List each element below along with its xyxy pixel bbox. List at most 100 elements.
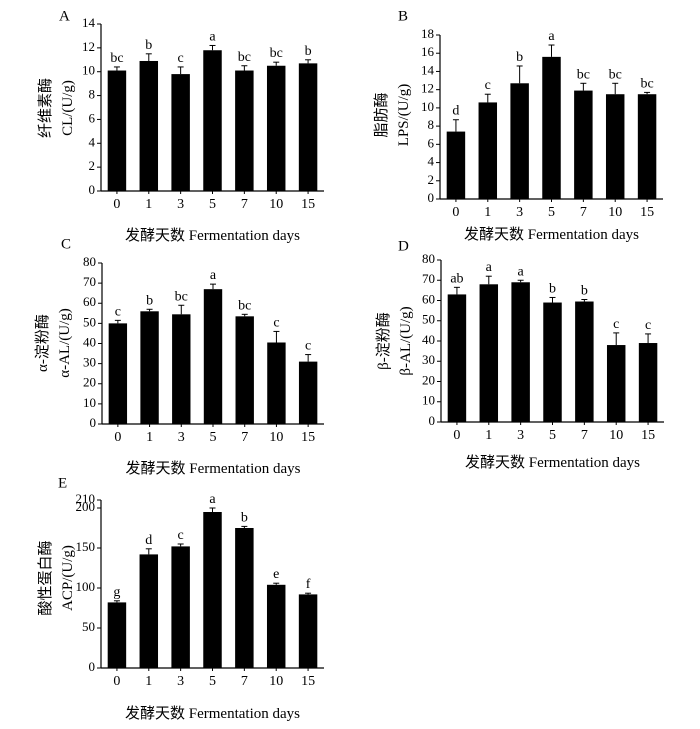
bar: [171, 74, 190, 191]
significance-label: bc: [609, 67, 622, 82]
bar: [235, 528, 254, 668]
bar: [638, 343, 658, 422]
bar: [172, 314, 191, 424]
bar: [203, 289, 223, 424]
x-tick-label: 3: [517, 428, 524, 443]
y-tick-label: 0: [429, 413, 436, 428]
y-tick-label: 150: [76, 539, 96, 554]
chart-panel-d: D 0 10 20 30 40 50 60 70 80 ab 0 a 1 a 3 b 5 b 7 c 10 c 15 β-淀粉酶…: [375, 238, 664, 471]
y-axis-title: 酸性蛋白酶: [37, 540, 54, 615]
significance-label: b: [145, 38, 152, 53]
significance-label: bc: [110, 51, 123, 66]
y-axis-title: β-AL/(U/g): [398, 306, 414, 375]
y-axis-title: LPS/(U/g): [396, 84, 412, 147]
x-tick-label: 3: [178, 430, 185, 445]
y-tick-label: 14: [421, 62, 435, 77]
y-tick-label: 80: [83, 254, 96, 269]
x-tick-label: 10: [269, 430, 283, 445]
y-tick-label: 8: [428, 117, 435, 132]
x-axis-title: 发酵天数 Fermentation days: [125, 705, 300, 722]
significance-label: e: [273, 567, 279, 582]
significance-label: bc: [238, 50, 251, 65]
y-axis-title: α-AL/(U/g): [57, 308, 73, 378]
significance-label: c: [645, 318, 651, 333]
significance-label: b: [516, 50, 523, 65]
x-tick-label: 1: [484, 205, 491, 220]
x-tick-label: 0: [114, 430, 121, 445]
y-tick-label: 4: [428, 154, 435, 169]
bar: [267, 342, 286, 424]
x-tick-label: 0: [453, 428, 460, 443]
y-tick-label: 100: [76, 579, 96, 594]
bar: [235, 316, 254, 424]
significance-label: bc: [238, 298, 251, 313]
y-tick-label: 0: [89, 182, 96, 197]
y-tick-label: 40: [422, 332, 435, 347]
y-tick-label: 0: [89, 659, 96, 674]
bar: [107, 602, 127, 668]
y-axis-title: 脂肪酶: [373, 92, 390, 137]
bar: [298, 361, 318, 424]
significance-label: a: [548, 29, 555, 44]
x-tick-label: 5: [209, 197, 216, 212]
x-tick-label: 10: [608, 205, 622, 220]
x-tick-label: 5: [209, 674, 216, 689]
y-tick-label: 18: [421, 26, 434, 41]
x-tick-label: 1: [485, 428, 492, 443]
x-tick-label: 0: [452, 205, 459, 220]
y-tick-label: 10: [83, 395, 96, 410]
bar: [107, 70, 127, 191]
x-tick-label: 5: [210, 430, 217, 445]
x-tick-label: 7: [241, 430, 248, 445]
significance-label: d: [452, 104, 459, 119]
x-tick-label: 5: [548, 205, 555, 220]
bar: [446, 131, 466, 199]
bar: [298, 63, 318, 191]
bar: [575, 301, 594, 422]
y-tick-label: 6: [428, 135, 435, 150]
bar: [139, 554, 159, 668]
x-tick-label: 7: [241, 674, 248, 689]
y-tick-label: 210: [76, 491, 96, 506]
y-tick-label: 4: [89, 134, 96, 149]
x-tick-label: 1: [145, 674, 152, 689]
x-axis-title: 发酵天数 Fermentation days: [464, 226, 639, 243]
significance-label: bc: [270, 46, 283, 61]
bar: [479, 284, 499, 422]
x-tick-label: 15: [641, 428, 655, 443]
y-tick-label: 70: [83, 274, 96, 289]
y-tick-label: 70: [422, 271, 435, 286]
y-axis-title: 纤维素酶: [37, 78, 54, 138]
significance-label: a: [486, 260, 493, 275]
y-tick-label: 60: [422, 291, 435, 306]
y-tick-label: 14: [82, 15, 96, 30]
significance-label: c: [115, 304, 121, 319]
y-axis-title: ACP/(U/g): [60, 545, 76, 611]
x-tick-label: 0: [113, 674, 120, 689]
chart-panel-c: C 0 10 20 30 40 50 60 70 80 c 0 b 1 bc 3 a 5 bc 7 c 10 c 15 α-淀粉…: [34, 236, 324, 477]
significance-label: ab: [450, 271, 463, 286]
significance-label: c: [273, 315, 279, 330]
chart-panel-a: A 0 2 4 6 8 10 12 14 bc 0 b 1 c 3 a 5 bc 7 bc 10 b 15 纤维素酶 CL/(U…: [37, 8, 324, 244]
bar: [108, 323, 128, 424]
significance-label: bc: [640, 76, 653, 91]
bar: [605, 94, 625, 199]
x-tick-label: 1: [146, 430, 153, 445]
significance-label: d: [145, 533, 152, 548]
y-tick-label: 8: [89, 87, 96, 102]
x-tick-label: 5: [549, 428, 556, 443]
x-tick-label: 3: [177, 197, 184, 212]
x-tick-label: 7: [581, 428, 588, 443]
bar: [447, 294, 467, 422]
panel-label: E: [58, 475, 67, 491]
significance-label: c: [485, 78, 491, 93]
significance-label: b: [549, 281, 556, 296]
x-tick-label: 10: [269, 674, 283, 689]
y-tick-label: 20: [83, 375, 96, 390]
x-axis-title: 发酵天数 Fermentation days: [465, 454, 640, 471]
y-tick-label: 2: [428, 172, 435, 187]
y-tick-label: 0: [90, 415, 97, 430]
y-tick-label: 20: [422, 372, 435, 387]
x-tick-label: 10: [269, 197, 283, 212]
